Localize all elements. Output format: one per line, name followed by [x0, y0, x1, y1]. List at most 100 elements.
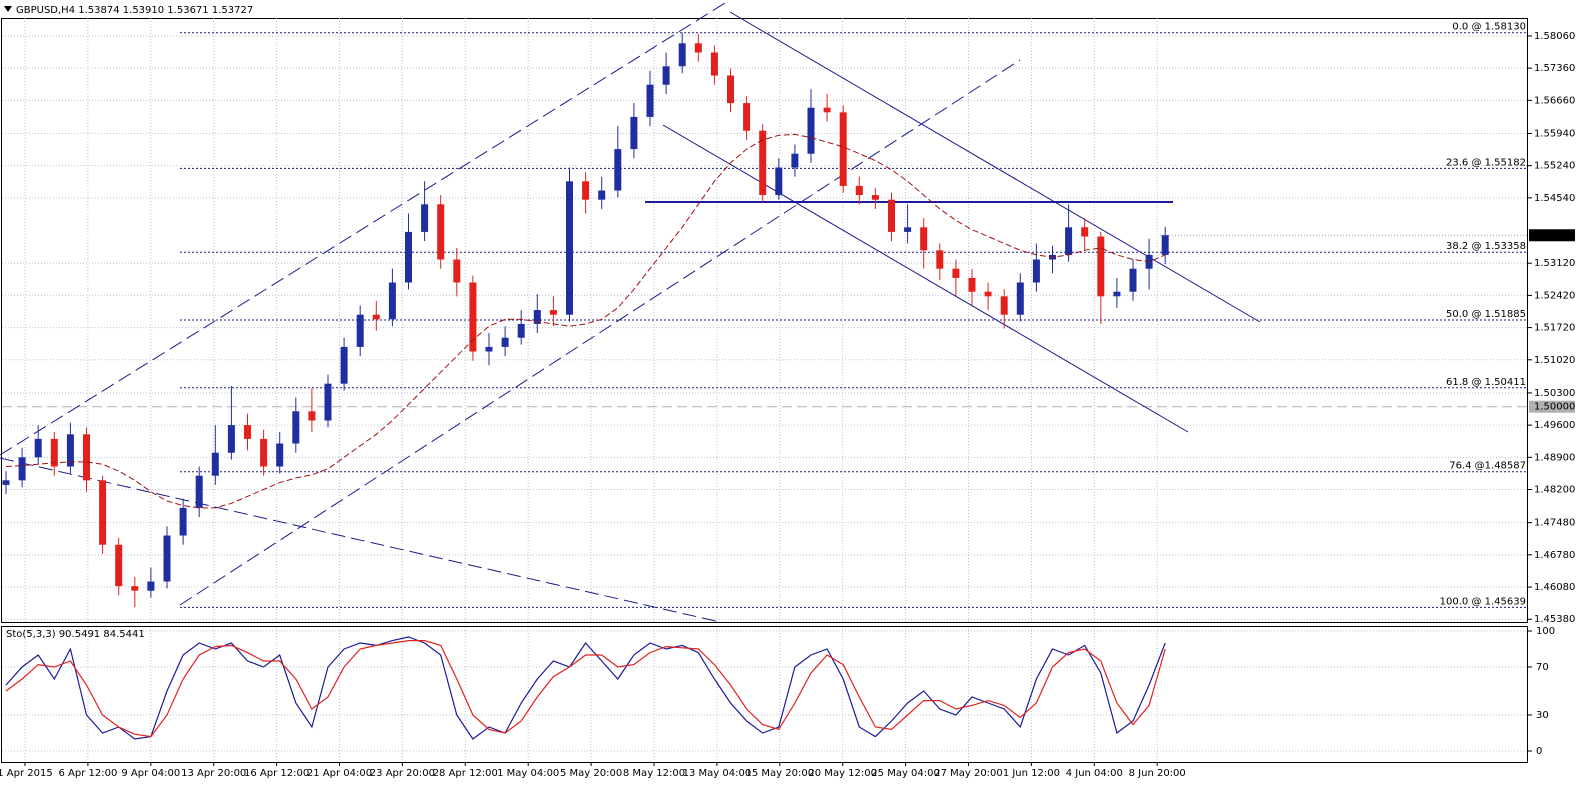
candle-body [614, 149, 622, 191]
x-tick-label: 6 Apr 12:00 [58, 768, 117, 779]
indicator-panel [1, 626, 1528, 763]
candle-body [1097, 236, 1105, 297]
candle-body [18, 457, 26, 481]
x-tick-label: 4 Jun 04:00 [1066, 768, 1123, 779]
indicator-title: Sto(5,3,3) 90.5491 84.5441 [6, 629, 145, 640]
y-tick-label: 1.49600 [1534, 420, 1575, 431]
fib-label: 61.8 @ 1.50411 [1446, 377, 1526, 388]
candle-body [533, 310, 541, 324]
last-price-box [1529, 229, 1575, 242]
candle-body [421, 204, 429, 232]
candle-body [1016, 282, 1024, 315]
x-tick-label: 1 Jun 12:00 [1003, 768, 1060, 779]
channel-line [729, 11, 1261, 323]
candle-body [807, 107, 815, 154]
round-level-label: 1.50000 [1534, 402, 1575, 413]
candle-body [759, 130, 767, 196]
candle-body [888, 199, 895, 232]
y-tick-label: 1.54540 [1534, 193, 1575, 204]
x-tick-label: 8 May 12:00 [623, 768, 685, 779]
y-tick-label: 70 [1536, 662, 1549, 673]
y-tick-label: 1.51720 [1534, 323, 1575, 334]
candle-body [743, 103, 751, 131]
candle-body [678, 43, 686, 67]
candle-body [99, 480, 107, 545]
channel-line [662, 124, 1189, 433]
y-tick-label: 1.48200 [1534, 485, 1575, 496]
candle-body [195, 475, 203, 508]
menu-triangle[interactable] [4, 6, 12, 12]
y-tick-label: 100 [1536, 626, 1555, 637]
series [2, 32, 1173, 740]
candle-body [517, 323, 525, 338]
x-tick-label: 1 May 04:00 [497, 768, 559, 779]
x-tick-label: 27 May 20:00 [934, 768, 1003, 779]
last-price-label: 1.53727 [1534, 230, 1575, 241]
candle-body [775, 167, 783, 196]
candle-body [855, 185, 863, 196]
round-level-box [1529, 400, 1575, 413]
grid [2, 18, 1528, 762]
candle-body [1129, 268, 1137, 292]
x-tick-label: 28 Apr 12:00 [433, 768, 498, 779]
candle-body [2, 480, 10, 485]
x-tick-label: 20 May 12:00 [808, 768, 877, 779]
candle-body [839, 112, 847, 186]
candle-body [984, 291, 992, 297]
candle-body [66, 434, 74, 467]
y-tick-label: 1.46080 [1534, 582, 1575, 593]
candle-body [340, 346, 348, 384]
candle-body [260, 438, 268, 467]
drawings [0, 2, 1261, 623]
x-tick-label: 21 Apr 04:00 [307, 768, 372, 779]
candle-body [920, 227, 928, 251]
candle-body [83, 434, 90, 481]
candle-body [388, 282, 396, 320]
candle-body [501, 337, 509, 347]
candle-body [549, 310, 557, 315]
y-tick-label: 1.58060 [1534, 31, 1575, 42]
fib-label: 38.2 @ 1.53358 [1446, 241, 1526, 252]
fib-label: 100.0 @ 1.45639 [1440, 596, 1526, 607]
trend-line [179, 59, 1021, 606]
x-tick-label: 8 Jun 20:00 [1129, 768, 1186, 779]
candle-body [1081, 227, 1089, 237]
x-tick-label: 23 Apr 20:00 [370, 768, 435, 779]
fib-label: 50.0 @ 1.51885 [1446, 309, 1526, 320]
candle-body [163, 535, 171, 582]
candle-body [131, 586, 139, 591]
candle-body [791, 153, 799, 168]
indicator-line [5, 640, 1166, 738]
candle-body [727, 75, 734, 104]
candle-body [1065, 227, 1073, 255]
x-tick-label: 15 May 20:00 [746, 768, 815, 779]
y-tick-label: 1.55940 [1534, 128, 1575, 139]
x-tick-label: 13 Apr 20:00 [181, 768, 246, 779]
candle-body [662, 66, 670, 85]
candle-body [115, 544, 123, 587]
x-tick-label: 16 Apr 12:00 [244, 768, 309, 779]
candle-body [308, 411, 316, 421]
fib-label: 76.4 @1.48587 [1449, 461, 1526, 472]
candle-body [437, 204, 445, 260]
chart-title: GBPUSD,H4 1.53874 1.53910 1.53671 1.5372… [16, 5, 253, 16]
candle-body [324, 383, 332, 421]
x-tick-label: 5 May 20:00 [560, 768, 622, 779]
candle-body [356, 314, 364, 347]
candle-body [276, 443, 284, 467]
trend-line [0, 2, 726, 456]
candle-body [566, 181, 573, 315]
candle-body [244, 425, 251, 439]
y-tick-label: 0 [1536, 746, 1542, 757]
candle-body [904, 227, 912, 232]
candle-body [871, 195, 879, 200]
candle-body [1000, 296, 1008, 315]
candle-body [227, 425, 235, 453]
candle-body [936, 250, 944, 269]
fib-label: 23.6 @ 1.55182 [1446, 157, 1526, 168]
y-tick-label: 1.52420 [1534, 290, 1575, 301]
candle-body [147, 581, 155, 591]
candle-body [710, 52, 718, 76]
